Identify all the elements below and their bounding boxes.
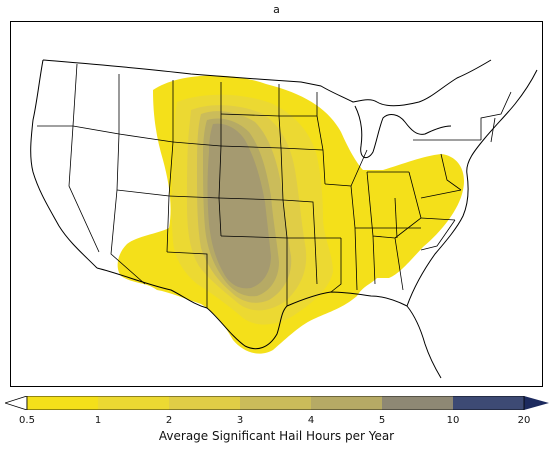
colorbar-tick-6: 10 — [446, 415, 460, 426]
panel-title: a — [273, 3, 280, 16]
colorbar-bin-1-2 — [98, 396, 169, 410]
contour-level-5 — [207, 123, 271, 289]
west-coast — [30, 59, 98, 269]
colorbar-bin-4-5 — [311, 396, 382, 410]
colorbar — [5, 396, 549, 410]
great-lakes — [354, 105, 452, 159]
boundaries — [30, 59, 538, 379]
gulf-coast — [286, 291, 442, 379]
colorbar-bin-5-10 — [382, 396, 453, 410]
colorbar-tick-2: 2 — [165, 415, 173, 426]
east-coast — [406, 69, 538, 307]
hail-contours — [117, 75, 465, 354]
colorbar-extend-high — [524, 396, 549, 410]
colorbar-extend-low — [5, 396, 28, 410]
colorbar-bin-10-20 — [453, 396, 524, 410]
colorbar-tick-1: 1 — [94, 415, 102, 426]
colorbar-bin-2-3 — [169, 396, 240, 410]
colorbar-tick-4: 4 — [307, 415, 315, 426]
us-canada-border — [42, 59, 492, 107]
colorbar-tick-3: 3 — [236, 415, 244, 426]
colorbar-bin-0.5-1 — [27, 396, 98, 410]
state-lines — [37, 63, 512, 308]
colorbar-tick-7: 20 — [517, 415, 531, 426]
colorbar-bin-3-4 — [240, 396, 311, 410]
colorbar-tick-0: 0.5 — [19, 415, 35, 426]
hail-map — [10, 21, 543, 387]
us-mexico-border — [96, 267, 288, 350]
colorbar-label: Average Significant Hail Hours per Year — [158, 429, 395, 443]
colorbar-tick-5: 5 — [378, 415, 386, 426]
